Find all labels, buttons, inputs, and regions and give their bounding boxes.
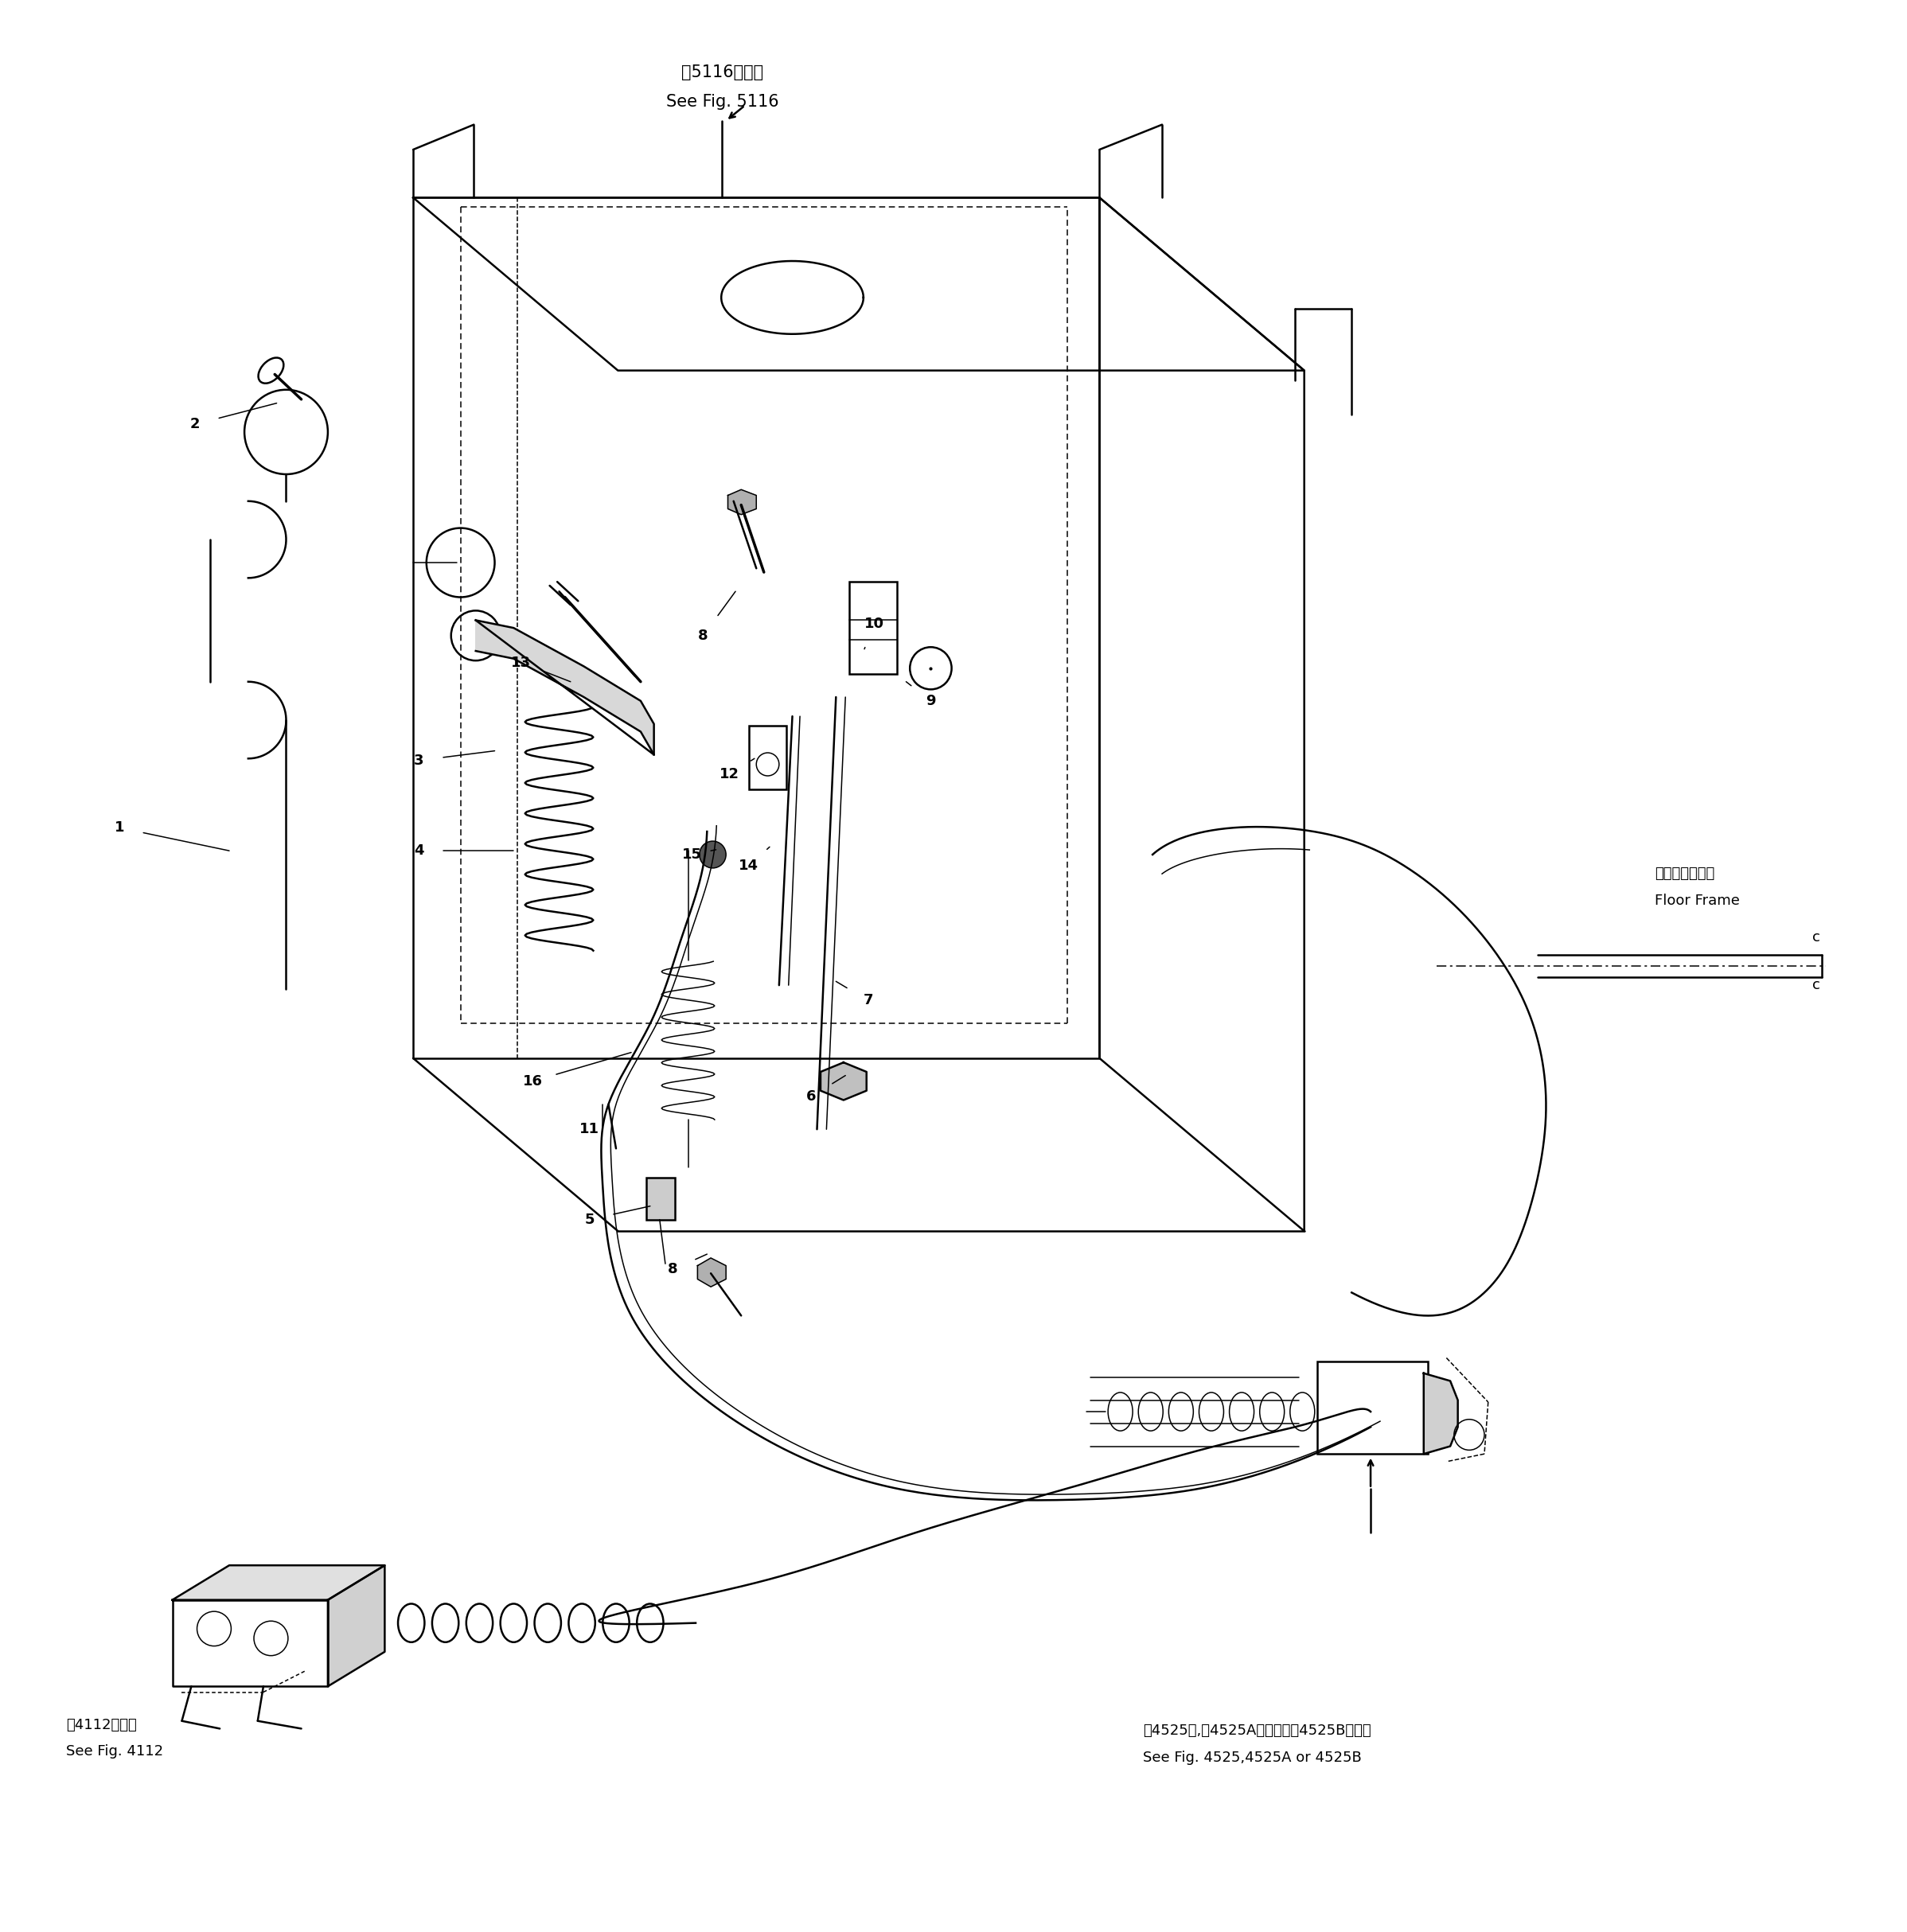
Text: 4: 4 (414, 844, 423, 858)
Text: 8: 8 (667, 1262, 677, 1277)
Polygon shape (328, 1565, 385, 1687)
Text: 13: 13 (511, 655, 532, 670)
Circle shape (700, 840, 727, 867)
Text: 笥5116図参照: 笥5116図参照 (681, 66, 763, 81)
Text: See Fig. 4525,4525A or 4525B: See Fig. 4525,4525A or 4525B (1142, 1750, 1362, 1764)
Text: 9: 9 (925, 694, 936, 707)
Text: See Fig. 4112: See Fig. 4112 (67, 1745, 164, 1758)
Text: 2: 2 (191, 417, 200, 431)
FancyBboxPatch shape (646, 1177, 675, 1219)
Text: 5: 5 (585, 1213, 595, 1227)
Text: 15: 15 (683, 848, 702, 862)
Text: c: c (1812, 929, 1819, 945)
Polygon shape (475, 620, 654, 755)
Polygon shape (1425, 1374, 1457, 1455)
Polygon shape (698, 1258, 727, 1287)
Text: 6: 6 (807, 1090, 816, 1103)
Polygon shape (820, 1063, 866, 1099)
Text: 11: 11 (580, 1122, 599, 1136)
Text: c: c (1812, 978, 1819, 993)
Polygon shape (172, 1600, 328, 1687)
Text: 16: 16 (523, 1074, 543, 1088)
FancyBboxPatch shape (1318, 1362, 1428, 1455)
Text: 7: 7 (864, 993, 873, 1009)
Text: 14: 14 (738, 860, 759, 873)
Text: See Fig. 5116: See Fig. 5116 (666, 93, 778, 110)
Text: 1: 1 (114, 821, 124, 835)
FancyBboxPatch shape (749, 726, 788, 790)
Text: 8: 8 (698, 628, 707, 643)
Polygon shape (728, 489, 757, 514)
Text: 3: 3 (414, 753, 423, 767)
Polygon shape (172, 1565, 385, 1600)
Text: 笥4112図参照: 笥4112図参照 (67, 1718, 137, 1731)
Text: フロアフレーム: フロアフレーム (1655, 867, 1714, 881)
FancyBboxPatch shape (849, 582, 896, 674)
Text: 12: 12 (719, 767, 740, 781)
Text: 10: 10 (864, 616, 883, 632)
Text: 笥4525図,笥4525A図または笥4525B図参照: 笥4525図,笥4525A図または笥4525B図参照 (1142, 1723, 1371, 1737)
Text: Floor Frame: Floor Frame (1655, 893, 1739, 908)
